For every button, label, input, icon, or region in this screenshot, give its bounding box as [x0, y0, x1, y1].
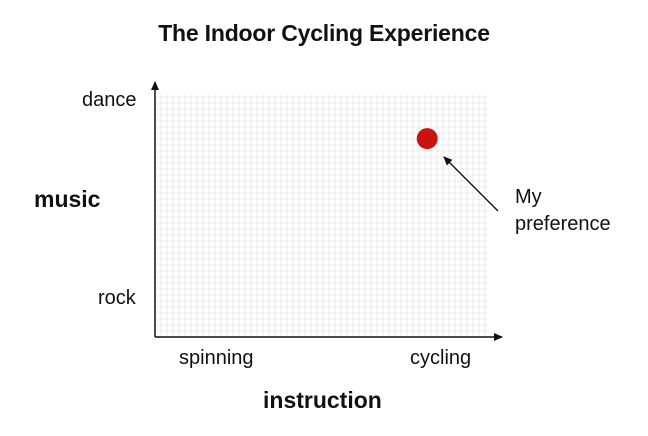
grid-lines	[155, 95, 487, 337]
x-left-label: spinning	[179, 347, 254, 369]
y-top-label: dance	[82, 89, 137, 111]
y-axis-title: music	[34, 186, 101, 212]
preference-annotation: My preference	[515, 184, 611, 238]
x-axis-title: instruction	[263, 387, 382, 413]
annotation-line-2: preference	[515, 213, 611, 235]
annotation-line-1: My	[515, 186, 542, 208]
preference-point	[416, 128, 438, 150]
diagram-title: The Indoor Cycling Experience	[158, 20, 490, 46]
y-bottom-label: rock	[98, 287, 136, 309]
x-right-label: cycling	[410, 347, 472, 369]
annotation-arrow	[443, 156, 499, 212]
